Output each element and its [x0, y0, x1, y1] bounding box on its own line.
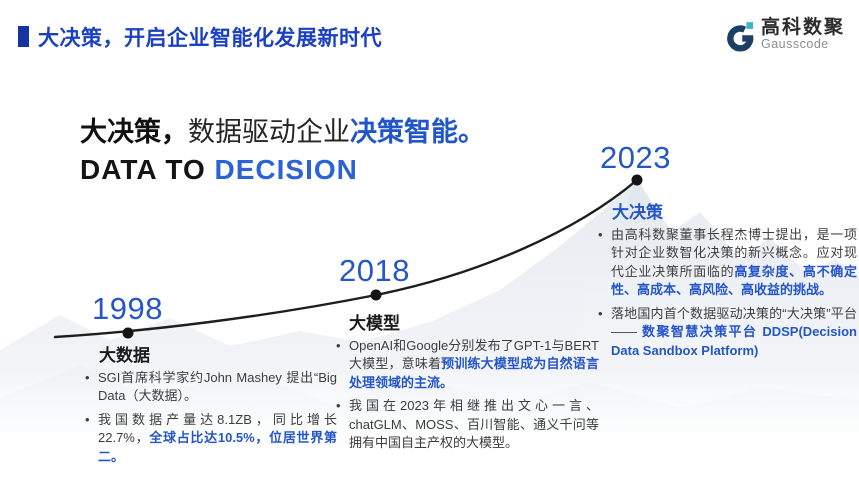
hero-headline-mid: 数据驱动企业 — [188, 117, 350, 147]
milestone-year-1998: 1998 — [92, 291, 163, 326]
milestone-dot-2018 — [370, 289, 382, 301]
bullet-item: 我国在2023年相继推出文心一言、chatGLM、MOSS、百川智能、通义千问等… — [336, 397, 599, 452]
milestone-bullets-1998: SGI首席科学家约John Mashey 提出“Big Data（大数据）。我国… — [85, 369, 337, 471]
milestone-title-2023: 大决策 — [612, 203, 663, 222]
hero-headline-accent: 决策智能。 — [350, 117, 485, 147]
milestone-dot-1998 — [122, 327, 134, 339]
bullet-item: 我国数据产量达8.1ZB，同比增长22.7%，全球占比达10.5%，位居世界第二… — [85, 411, 337, 466]
bullet-highlight-text: 全球占比达10.5%，位居世界第二。 — [98, 430, 337, 464]
title-accent-square — [18, 26, 29, 47]
bullet-text: 由高科数聚董事长程杰博士提出，是一项针对企业数智化决策的新兴概念。应对现代企业决… — [611, 227, 857, 279]
hero-headline: 大决策，数据驱动企业决策智能。 — [80, 110, 485, 149]
milestone-title-1998: 大数据 — [99, 346, 150, 365]
bullet-text: OpenAI和Google分别发布了GPT-1与BERT大模型，意味着 — [349, 338, 599, 372]
bullet-text: SGI首席科学家约John Mashey 提出“Big Data（大数据）。 — [98, 370, 337, 404]
milestone-dot-2023 — [631, 174, 643, 186]
bullet-text: 落地国内首个数据驱动决策的“大决策”平台 —— — [611, 305, 857, 340]
bullet-item: OpenAI和Google分别发布了GPT-1与BERT大模型，意味着预训练大模… — [336, 337, 599, 392]
hero-subheadline-accent: DECISION — [214, 154, 358, 185]
hero-headline-lead: 大决策， — [80, 117, 188, 147]
gausscode-logo-icon — [727, 22, 754, 52]
milestone-year-2023: 2023 — [600, 140, 671, 175]
logo-name-en: Gausscode — [760, 36, 829, 51]
milestone-title-2018: 大模型 — [349, 314, 400, 333]
hero-subheadline-lead: DATA TO — [80, 154, 215, 185]
bullet-item: 落地国内首个数据驱动决策的“大决策”平台 —— 数聚智慧决策平台 DDSP(De… — [598, 305, 857, 360]
bullet-highlight-text: 高复杂度、高不确定性、高成本、高风险、高收益的挑战。 — [611, 263, 857, 298]
bullet-highlight-text: 预训练大模型成为自然语言处理领域的主流。 — [349, 356, 599, 390]
bullet-text: 我国在2023年相继推出文心一言、chatGLM、MOSS、百川智能、通义千问等… — [349, 398, 599, 451]
bullet-item: SGI首席科学家约John Mashey 提出“Big Data（大数据）。 — [85, 369, 337, 406]
hero-subheadline: DATA TO DECISION — [80, 154, 358, 186]
milestone-bullets-2023: 由高科数聚董事长程杰博士提出，是一项针对企业数智化决策的新兴概念。应对现代企业决… — [598, 226, 857, 365]
logo-text: 高科数聚 Gausscode — [761, 18, 845, 51]
company-logo: 高科数聚 Gausscode — [725, 18, 845, 52]
slide-title: 大决策，开启企业智能化发展新时代 — [38, 27, 382, 50]
milestone-bullets-2018: OpenAI和Google分别发布了GPT-1与BERT大模型，意味着预训练大模… — [336, 337, 599, 458]
bullet-text: 我国数据产量达8.1ZB，同比增长22.7%， — [98, 411, 337, 446]
logo-name-cn: 高科数聚 — [760, 17, 845, 38]
milestone-year-2018: 2018 — [339, 253, 410, 288]
bullet-item: 由高科数聚董事长程杰博士提出，是一项针对企业数智化决策的新兴概念。应对现代企业决… — [598, 226, 857, 300]
bullet-highlight-text: 数聚智慧决策平台 DDSP(Decision Data Sandbox Plat… — [611, 324, 857, 358]
